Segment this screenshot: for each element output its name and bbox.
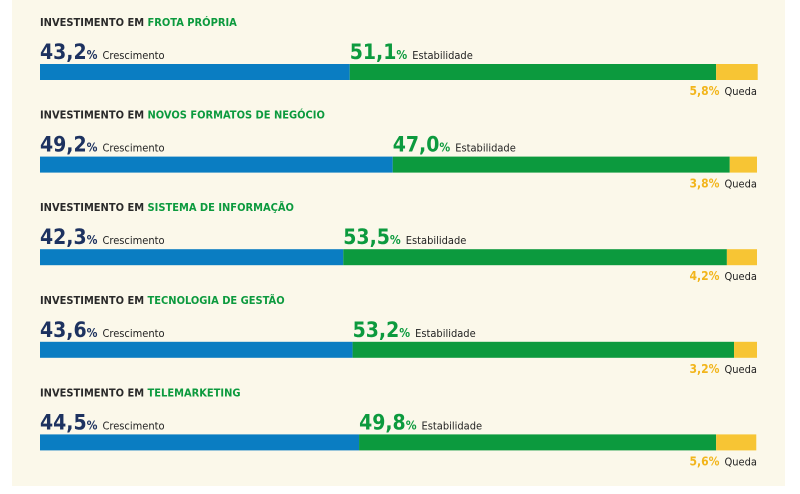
title-prefix: INVESTIMENTO EM bbox=[40, 201, 144, 214]
value: 42,3 bbox=[40, 225, 87, 249]
title-prefix: INVESTIMENTO EM bbox=[40, 294, 144, 307]
bar-segment bbox=[392, 156, 730, 173]
value-label: 53,5% Estabilidade bbox=[343, 225, 466, 249]
legend-label: Estabilidade bbox=[422, 419, 483, 432]
legend-label: Crescimento bbox=[102, 419, 164, 432]
value-label: 51,1% Estabilidade bbox=[350, 40, 473, 64]
value-label: 5,8% Queda bbox=[690, 84, 757, 98]
value: 5,6 bbox=[690, 454, 709, 468]
bar-segment bbox=[359, 434, 717, 451]
value-label: 3,2% Queda bbox=[690, 362, 757, 376]
legend-label: Queda bbox=[724, 363, 757, 376]
unit: % bbox=[709, 454, 720, 468]
unit: % bbox=[399, 326, 410, 340]
value: 53,2 bbox=[353, 318, 400, 342]
legend-label: Crescimento bbox=[102, 327, 164, 340]
value: 4,2 bbox=[690, 269, 709, 283]
bar-segment bbox=[352, 341, 735, 358]
unit: % bbox=[87, 326, 98, 340]
value-label: 53,2% Estabilidade bbox=[353, 318, 476, 342]
value: 43,2 bbox=[40, 40, 87, 64]
bar-segment bbox=[726, 249, 757, 266]
legend-label: Queda bbox=[724, 85, 757, 98]
bar-segment bbox=[729, 156, 757, 173]
legend-label: Estabilidade bbox=[412, 49, 473, 62]
category-label: SISTEMA DE INFORMAÇÃO bbox=[148, 201, 294, 214]
value-label: 47,0% Estabilidade bbox=[393, 133, 516, 157]
bar-segment bbox=[716, 434, 757, 451]
title-prefix: INVESTIMENTO EM bbox=[40, 16, 144, 29]
unit: % bbox=[709, 84, 720, 98]
bar-segment bbox=[40, 64, 350, 80]
unit: % bbox=[406, 418, 417, 432]
legend-label: Crescimento bbox=[102, 234, 164, 247]
legend-label: Estabilidade bbox=[455, 142, 516, 155]
value-label: 43,6% Crescimento bbox=[40, 318, 165, 342]
value: 47,0 bbox=[393, 133, 440, 157]
value: 43,6 bbox=[40, 318, 87, 342]
bar-segment bbox=[40, 249, 344, 266]
unit: % bbox=[709, 177, 720, 191]
unit: % bbox=[87, 48, 98, 62]
row-title: INVESTIMENTO EM FROTA PRÓPRIA bbox=[40, 16, 237, 29]
bar-segment bbox=[343, 249, 727, 266]
value: 44,5 bbox=[40, 410, 87, 434]
row-title: INVESTIMENTO EM TECNOLOGIA DE GESTÃO bbox=[40, 294, 285, 307]
category-label: TECNOLOGIA DE GESTÃO bbox=[148, 294, 285, 307]
value-label: 4,2% Queda bbox=[690, 269, 757, 283]
value: 5,8 bbox=[690, 84, 709, 98]
value: 49,8 bbox=[359, 410, 406, 434]
bar-segment bbox=[40, 434, 360, 451]
panel bbox=[12, 0, 785, 486]
bar-segment bbox=[716, 64, 758, 80]
value-label: 5,6% Queda bbox=[690, 454, 757, 468]
unit: % bbox=[709, 269, 720, 283]
row-title: INVESTIMENTO EM TELEMARKETING bbox=[40, 386, 241, 399]
value: 3,8 bbox=[690, 177, 709, 191]
legend-label: Queda bbox=[724, 178, 757, 191]
value-label: 49,2% Crescimento bbox=[40, 133, 165, 157]
title-prefix: INVESTIMENTO EM bbox=[40, 386, 144, 399]
legend-label: Estabilidade bbox=[415, 327, 476, 340]
value-label: 3,8% Queda bbox=[690, 177, 757, 191]
category-label: FROTA PRÓPRIA bbox=[148, 16, 238, 29]
unit: % bbox=[396, 48, 407, 62]
legend-label: Crescimento bbox=[102, 49, 164, 62]
legend-label: Crescimento bbox=[102, 142, 164, 155]
row-title: INVESTIMENTO EM SISTEMA DE INFORMAÇÃO bbox=[40, 201, 294, 214]
legend-label: Queda bbox=[724, 270, 757, 283]
unit: % bbox=[87, 141, 98, 155]
unit: % bbox=[87, 418, 98, 432]
bar-segment bbox=[40, 156, 393, 173]
bar-segment bbox=[734, 341, 757, 358]
value: 53,5 bbox=[343, 225, 390, 249]
bar-segment bbox=[40, 341, 353, 358]
category-label: NOVOS FORMATOS DE NEGÓCIO bbox=[148, 109, 325, 122]
value: 51,1 bbox=[350, 40, 397, 64]
value-label: 42,3% Crescimento bbox=[40, 225, 165, 249]
unit: % bbox=[390, 233, 401, 247]
title-prefix: INVESTIMENTO EM bbox=[40, 109, 144, 122]
value-label: 43,2% Crescimento bbox=[40, 40, 165, 64]
legend-label: Queda bbox=[724, 455, 757, 468]
value-label: 49,8% Estabilidade bbox=[359, 410, 482, 434]
bar-segment bbox=[349, 64, 717, 80]
legend-label: Estabilidade bbox=[406, 234, 467, 247]
value: 49,2 bbox=[40, 133, 87, 157]
row-title: INVESTIMENTO EM NOVOS FORMATOS DE NEGÓCI… bbox=[40, 109, 325, 122]
unit: % bbox=[709, 362, 720, 376]
unit: % bbox=[87, 233, 98, 247]
value-label: 44,5% Crescimento bbox=[40, 410, 165, 434]
value: 3,2 bbox=[690, 362, 709, 376]
category-label: TELEMARKETING bbox=[148, 386, 241, 399]
unit: % bbox=[439, 141, 450, 155]
